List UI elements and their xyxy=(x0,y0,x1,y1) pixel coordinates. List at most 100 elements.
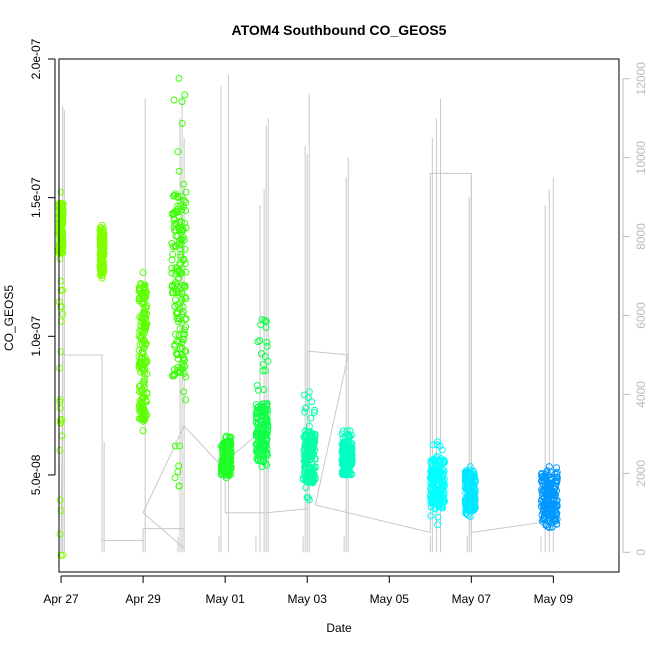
chart-title: ATOM4 Southbound CO_GEOS5 xyxy=(232,22,447,38)
co-point xyxy=(344,447,352,455)
co-point xyxy=(182,315,190,323)
co-point xyxy=(254,448,262,456)
co-point xyxy=(136,327,144,335)
co-point xyxy=(433,469,441,477)
co-point xyxy=(431,486,439,494)
co-cluster xyxy=(55,188,67,559)
co-point xyxy=(464,482,472,489)
co-point xyxy=(182,295,190,303)
co-point xyxy=(252,401,260,409)
y-tick-label: 1.5e-07 xyxy=(29,177,43,218)
co-point xyxy=(136,400,144,408)
co-point xyxy=(427,492,435,500)
co-point xyxy=(181,245,189,253)
co-point xyxy=(264,421,272,429)
co-point xyxy=(553,473,561,481)
co-point xyxy=(179,355,187,363)
co-point xyxy=(256,337,264,345)
co-point xyxy=(255,386,262,394)
co-point xyxy=(178,119,186,127)
co-point xyxy=(548,512,556,520)
co-point xyxy=(302,484,310,491)
co-point xyxy=(57,201,65,209)
co-point xyxy=(258,316,266,324)
co-point xyxy=(343,427,351,435)
co-point xyxy=(56,446,64,454)
co-point xyxy=(57,188,65,196)
co-point xyxy=(175,462,183,470)
co-point xyxy=(263,436,271,444)
y-tick-label: 1.0e-07 xyxy=(29,316,43,357)
co-point xyxy=(217,442,225,450)
co-point xyxy=(253,382,261,390)
co-point xyxy=(174,315,182,323)
co-point xyxy=(174,301,182,309)
co-point xyxy=(434,438,441,446)
co-point xyxy=(222,453,230,461)
co-point xyxy=(434,521,441,529)
co-point xyxy=(264,357,272,365)
co-point xyxy=(466,513,474,520)
co-point xyxy=(466,495,474,503)
co-point xyxy=(541,515,549,523)
co-point xyxy=(304,453,312,461)
co-point xyxy=(59,286,67,294)
co-point xyxy=(551,500,559,508)
co-point xyxy=(57,348,65,356)
co-point xyxy=(179,311,187,319)
co-point xyxy=(545,524,553,532)
co-point xyxy=(226,451,234,459)
co-point xyxy=(180,369,188,377)
co-point xyxy=(172,289,180,297)
co-point xyxy=(174,310,182,318)
co-point xyxy=(309,442,317,450)
co-point xyxy=(171,282,179,290)
co-point xyxy=(57,419,65,427)
co-point xyxy=(261,316,269,324)
co-cluster xyxy=(135,269,151,435)
co-point xyxy=(434,498,442,505)
co-cluster xyxy=(168,74,190,490)
x-tick-label: Apr 27 xyxy=(43,592,79,606)
co-point xyxy=(310,477,317,485)
co-point xyxy=(545,463,553,471)
co-point xyxy=(470,504,478,512)
co-point xyxy=(141,295,149,303)
co-point xyxy=(180,388,188,396)
co-point xyxy=(97,234,105,242)
co-point xyxy=(222,469,230,477)
co-point xyxy=(553,509,561,517)
co-point xyxy=(174,148,182,156)
co-point xyxy=(56,255,64,263)
y-tick-label: 5.0e-08 xyxy=(29,454,43,495)
co-point xyxy=(469,472,477,480)
co-point xyxy=(260,386,268,394)
co-point xyxy=(137,360,144,368)
co-point xyxy=(56,530,64,538)
co-point xyxy=(172,226,180,234)
co-point xyxy=(180,180,188,188)
co-point xyxy=(344,461,352,469)
co-point xyxy=(171,371,179,379)
co-point xyxy=(439,459,447,467)
co-point xyxy=(100,262,108,270)
co-point xyxy=(253,455,261,463)
co-point xyxy=(180,197,188,205)
co-point xyxy=(466,470,474,478)
co-point xyxy=(57,507,65,515)
co-point xyxy=(56,416,64,424)
co-point xyxy=(136,313,144,321)
co-point xyxy=(168,264,176,272)
co-point xyxy=(59,234,67,242)
co-point xyxy=(172,330,179,338)
co-point xyxy=(171,474,179,482)
co-point xyxy=(182,199,190,207)
co-point xyxy=(263,338,271,346)
co-point xyxy=(168,210,176,218)
co-point xyxy=(542,473,550,481)
co-point xyxy=(136,294,144,302)
co-point xyxy=(259,367,267,375)
co-point xyxy=(339,439,347,447)
co-point xyxy=(179,336,187,344)
co-cluster xyxy=(461,463,479,520)
